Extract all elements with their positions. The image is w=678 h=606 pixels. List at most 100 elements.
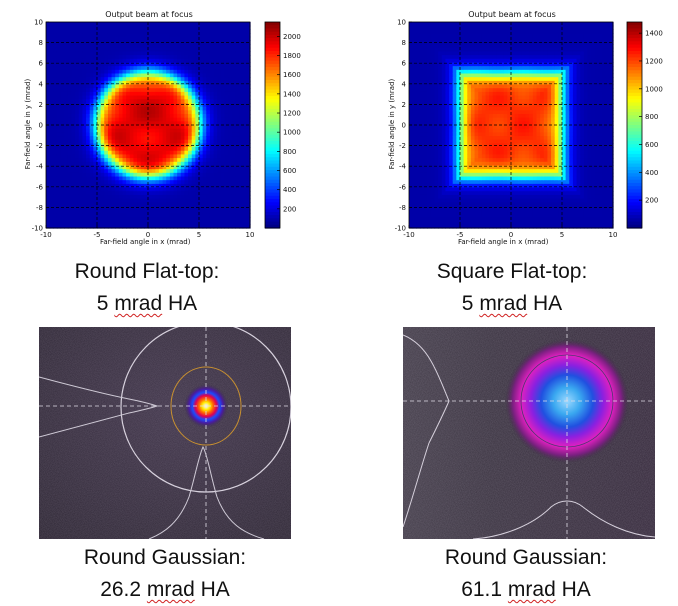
heatmap-cell — [445, 37, 449, 41]
heatmap-cell — [460, 158, 464, 162]
heatmap-cell — [511, 202, 515, 206]
heatmap-cell — [442, 114, 446, 118]
heatmap-cell — [493, 55, 497, 59]
heatmap-cell — [475, 154, 479, 158]
heatmap-cell — [445, 55, 449, 59]
heatmap-cell — [460, 118, 464, 122]
heatmap-cell — [515, 74, 519, 78]
heatmap-cell — [500, 221, 504, 225]
heatmap-cell — [478, 114, 482, 118]
heatmap-cell — [489, 81, 493, 85]
heatmap-cell — [420, 77, 424, 81]
heatmap-cell — [493, 114, 497, 118]
heatmap-cell — [515, 195, 519, 199]
heatmap-cell — [413, 48, 417, 52]
heatmap-cell — [515, 169, 519, 173]
heatmap-cell — [467, 195, 471, 199]
heatmap-cell — [409, 26, 413, 30]
heatmap-cell — [435, 206, 439, 210]
heatmap-cell — [431, 199, 435, 203]
heatmap-cell — [445, 210, 449, 214]
heatmap-cell — [438, 37, 442, 41]
heatmap-cell — [442, 199, 446, 203]
heatmap-cell — [464, 213, 468, 217]
heatmap-cell — [464, 33, 468, 37]
heatmap-cell — [489, 147, 493, 151]
heatmap-cell — [464, 26, 468, 30]
heatmap-cell — [427, 22, 431, 26]
heatmap-cell — [478, 55, 482, 59]
heatmap-cell — [416, 177, 420, 181]
heatmap-cell — [504, 77, 508, 81]
heatmap-cell — [467, 110, 471, 114]
heatmap-cell — [493, 92, 497, 96]
heatmap-cell — [486, 140, 490, 144]
heatmap-cell — [478, 44, 482, 48]
heatmap-cell — [471, 180, 475, 184]
heatmap-cell — [424, 96, 428, 100]
heatmap-cell — [482, 199, 486, 203]
heatmap-cell — [482, 213, 486, 217]
heatmap-cell — [409, 37, 413, 41]
heatmap-cell — [424, 129, 428, 133]
heatmap-cell — [467, 26, 471, 30]
heatmap-cell — [471, 210, 475, 214]
heatmap-cell — [504, 51, 508, 55]
heatmap-cell — [424, 22, 428, 26]
heatmap-cell — [464, 173, 468, 177]
heatmap-cell — [438, 48, 442, 52]
heatmap-cell — [464, 118, 468, 122]
heatmap-cell — [413, 96, 417, 100]
heatmap-cell — [486, 125, 490, 129]
heatmap-cell — [504, 221, 508, 225]
heatmap-cell — [453, 202, 457, 206]
heatmap-cell — [475, 26, 479, 30]
heatmap-cell — [416, 125, 420, 129]
heatmap-cell — [442, 66, 446, 70]
heatmap-cell — [518, 81, 522, 85]
heatmap-cell — [413, 173, 417, 177]
heatmap-cell — [475, 217, 479, 221]
heatmap-cell — [453, 110, 457, 114]
heatmap-cell — [518, 151, 522, 155]
heatmap-cell — [416, 70, 420, 74]
heatmap-cell — [460, 147, 464, 151]
heatmap-cell — [518, 88, 522, 92]
heatmap-cell — [489, 74, 493, 78]
heatmap-cell — [511, 177, 515, 181]
heatmap-cell — [409, 199, 413, 203]
heatmap-cell — [493, 103, 497, 107]
heatmap-cell — [420, 173, 424, 177]
heatmap-cell — [438, 140, 442, 144]
heatmap-cell — [460, 140, 464, 144]
heatmap-cell — [435, 129, 439, 133]
heatmap-cell — [515, 85, 519, 89]
heatmap-cell — [424, 92, 428, 96]
heatmap-cell — [445, 88, 449, 92]
heatmap-cell — [460, 103, 464, 107]
heatmap-cell — [511, 206, 515, 210]
heatmap-cell — [445, 107, 449, 111]
heatmap-cell — [486, 77, 490, 81]
heatmap-cell — [467, 191, 471, 195]
heatmap-cell — [478, 180, 482, 184]
heatmap-cell — [515, 217, 519, 221]
heatmap-cell — [489, 77, 493, 81]
heatmap-cell — [431, 195, 435, 199]
heatmap-cell — [486, 188, 490, 192]
heatmap-cell — [504, 158, 508, 162]
heatmap-cell — [460, 136, 464, 140]
heatmap-cell — [416, 88, 420, 92]
heatmap-cell — [420, 151, 424, 155]
heatmap-cell — [431, 188, 435, 192]
heatmap-cell — [471, 70, 475, 74]
heatmap-cell — [453, 125, 457, 129]
heatmap-cell — [438, 44, 442, 48]
heatmap-cell — [496, 184, 500, 188]
heatmap-cell — [442, 77, 446, 81]
heatmap-cell — [518, 22, 522, 26]
heatmap-cell — [486, 26, 490, 30]
heatmap-cell — [500, 48, 504, 52]
heatmap-cell — [460, 107, 464, 111]
heatmap-cell — [475, 44, 479, 48]
